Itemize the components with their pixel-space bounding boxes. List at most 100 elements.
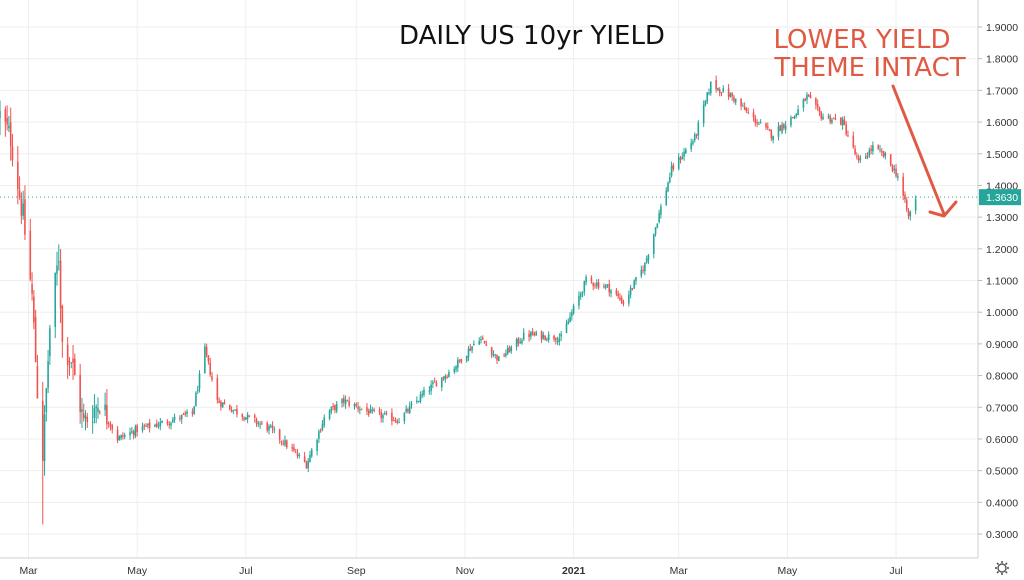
x-tick-label: May [127, 565, 148, 577]
candle-body [733, 97, 735, 102]
candle-body [569, 316, 571, 322]
candle-body [781, 124, 783, 133]
candle-body [186, 411, 188, 414]
candle-body [708, 92, 710, 94]
annotation-arrow-head [928, 200, 958, 218]
annotation-arrow [891, 84, 958, 218]
price-axis-labels: 0.3000 0.4000 0.5000 0.6000 0.7000 0.8000 0.90… [978, 22, 1018, 541]
candle-body [480, 339, 482, 341]
candle-body [864, 156, 867, 159]
last-price-label: 1.3630 [986, 192, 1018, 204]
candle-body [572, 305, 575, 314]
candle-body [872, 145, 874, 152]
candle-body [45, 388, 48, 413]
candle-body [665, 190, 668, 206]
candle-body [797, 109, 799, 116]
candle-body [843, 119, 846, 125]
candle-body [783, 123, 785, 129]
candles [0, 75, 917, 525]
candle-body [273, 429, 276, 431]
candle-body [742, 105, 744, 107]
candle-body [809, 95, 812, 99]
candle-body [423, 389, 425, 395]
candle-body [706, 92, 709, 102]
candle-body [731, 93, 733, 97]
x-tick-label: Nov [456, 565, 475, 577]
candle-body [840, 117, 842, 125]
candle-body [216, 378, 219, 400]
candle-body [629, 287, 632, 295]
candle-body [685, 149, 687, 154]
candle-body [492, 354, 495, 356]
candle-body [43, 414, 46, 462]
candle-body [419, 394, 422, 402]
candle-body [245, 417, 247, 420]
candle-body [367, 410, 370, 415]
candle-body [168, 423, 171, 425]
settings-gear-icon[interactable] [995, 561, 1009, 575]
candle-body [255, 419, 258, 424]
candle-body [236, 408, 238, 415]
candle-body [704, 100, 707, 106]
candle-body [531, 331, 534, 336]
candle-body [542, 334, 545, 339]
candle-body [359, 409, 361, 411]
candle-body [633, 280, 635, 289]
candle-body [895, 168, 897, 177]
candle-body [11, 146, 14, 161]
candle-body [129, 432, 131, 436]
candle-body [205, 346, 208, 356]
candle-body [469, 348, 472, 351]
y-tick-label: 1.5000 [986, 149, 1018, 161]
candle-body [6, 117, 8, 125]
candle-body [143, 425, 146, 427]
candle-body [547, 334, 550, 341]
candle-body [856, 155, 858, 157]
candle-body [385, 412, 388, 414]
candle-body [743, 106, 746, 110]
y-tick-label: 0.5000 [986, 466, 1018, 478]
candle-body [294, 451, 297, 453]
x-tick-label: Mar [670, 565, 689, 577]
candle-body [182, 413, 185, 415]
candle-body [444, 376, 447, 380]
candle-body [709, 81, 712, 94]
candle-body [535, 331, 538, 336]
candle-body [740, 98, 742, 106]
candle-body [421, 393, 423, 396]
candle-body [106, 404, 108, 425]
y-tick-label: 1.8000 [986, 54, 1018, 66]
candle-body [827, 116, 830, 118]
candle-body [366, 407, 368, 412]
candle-body [280, 441, 283, 443]
x-tick-label: Sep [347, 565, 366, 577]
candle-body [777, 126, 780, 137]
candle-body [697, 122, 700, 136]
candle-body [378, 410, 381, 412]
last-price-badge [979, 189, 1021, 206]
candle-body [546, 339, 548, 341]
candle-body [667, 182, 669, 192]
candle-body [91, 421, 94, 423]
y-tick-label: 0.3000 [986, 529, 1018, 541]
candle-body [695, 134, 698, 136]
candle-body [768, 129, 771, 131]
candle-body [610, 290, 612, 294]
candle-body [505, 353, 507, 356]
candle-body [159, 421, 162, 427]
candle-body [180, 414, 183, 420]
candle-body [248, 415, 251, 417]
candle-body [681, 156, 684, 160]
candle-body [134, 426, 137, 437]
candle-body [392, 420, 395, 422]
candle-body [307, 460, 309, 469]
candle-body [891, 165, 894, 172]
candle-body [727, 88, 730, 97]
candle-body [346, 400, 349, 402]
candle-body [343, 397, 345, 403]
candle-body [565, 323, 568, 333]
candle-body [818, 107, 821, 112]
candle-body [432, 382, 434, 384]
